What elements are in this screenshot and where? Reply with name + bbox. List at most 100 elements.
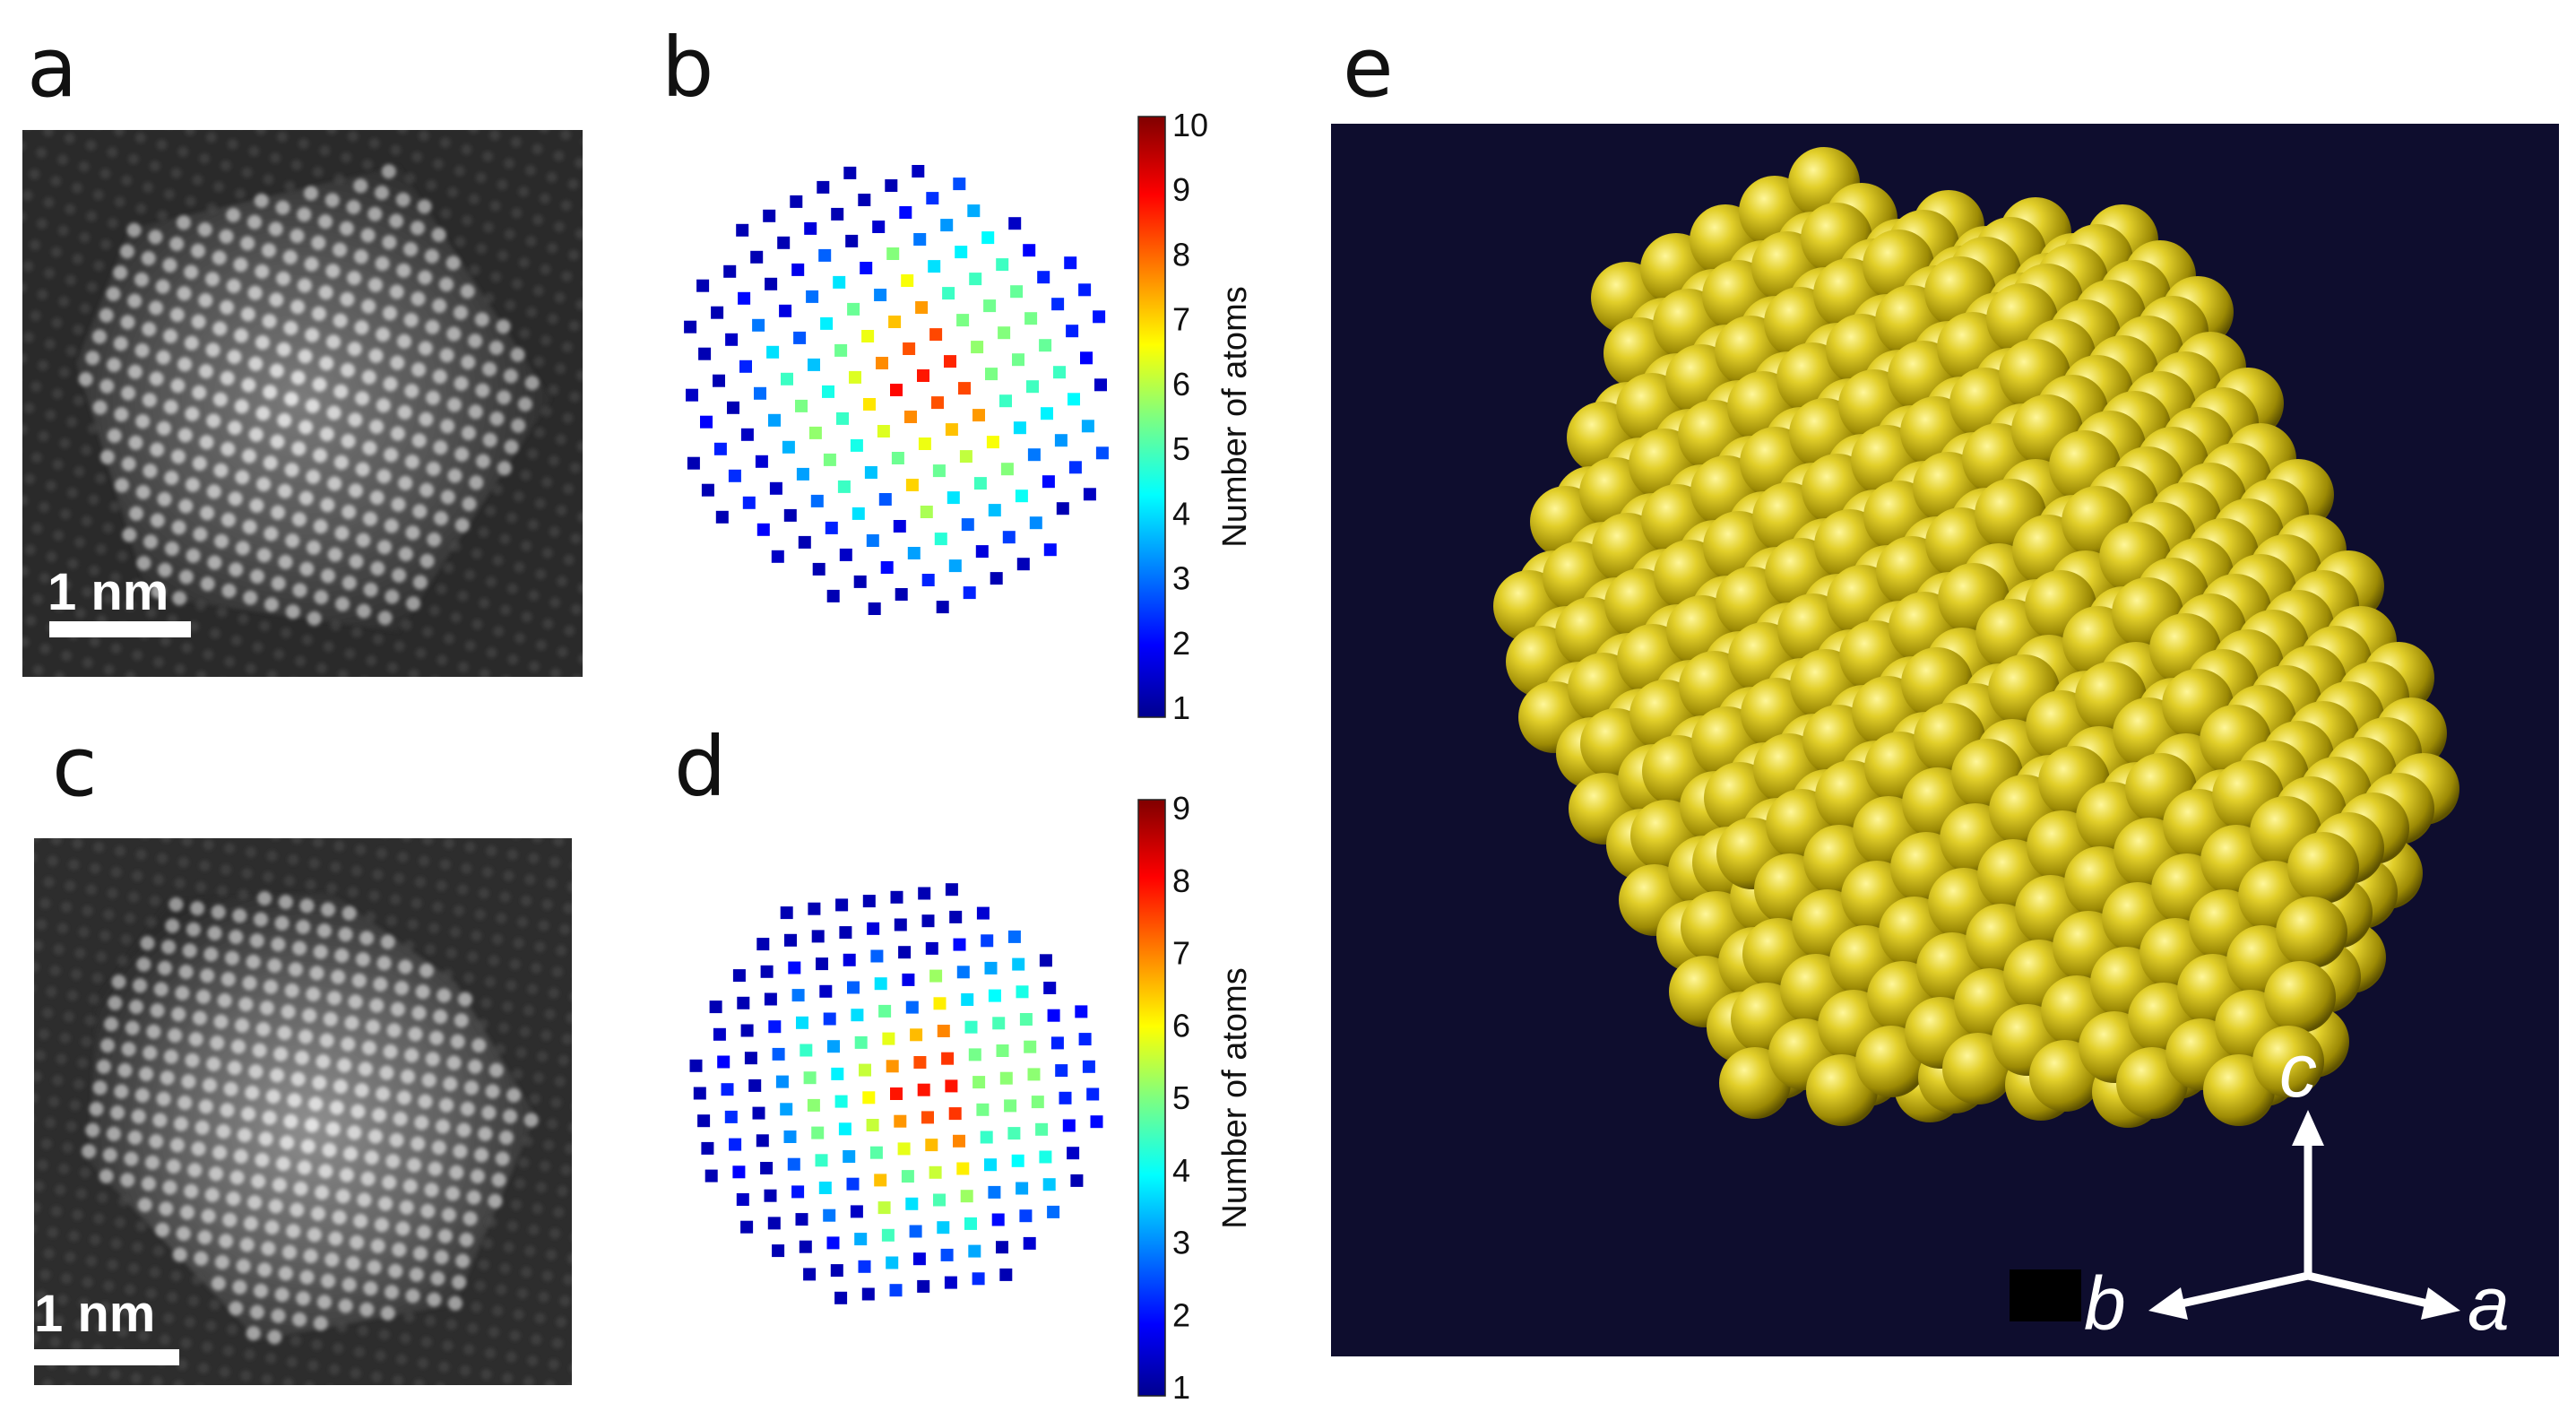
atom-count-marker — [846, 1177, 860, 1191]
colorbar-tick: 6 — [1172, 1007, 1190, 1044]
atom-column — [132, 1242, 143, 1253]
atom-column — [241, 1106, 256, 1122]
atom-column — [338, 1298, 353, 1313]
atom-column — [341, 576, 357, 591]
atom-count-marker — [920, 506, 933, 518]
atom-column — [393, 1375, 403, 1385]
atom-count-marker — [877, 1201, 891, 1215]
atom-count-marker — [834, 1095, 848, 1108]
atom-column — [205, 1320, 217, 1331]
atom-column — [296, 1291, 311, 1306]
atom-column — [397, 130, 409, 134]
atom-column — [540, 334, 552, 346]
atom-column — [290, 299, 306, 315]
atom-count-marker — [1019, 1013, 1033, 1026]
atom-column — [538, 1291, 549, 1303]
atom-column — [291, 441, 307, 456]
atom-column — [103, 593, 115, 604]
atom-column — [539, 130, 549, 134]
atom-column — [577, 511, 583, 523]
atom-column — [34, 1181, 45, 1192]
atom-column — [376, 1087, 391, 1102]
atom-column — [87, 423, 99, 435]
atom-column — [454, 1013, 469, 1028]
atom-column — [142, 838, 148, 839]
atom-column — [301, 634, 313, 645]
atom-column — [452, 1275, 467, 1290]
atom-column — [405, 1288, 420, 1304]
atom-column — [460, 1101, 475, 1116]
atom-column — [295, 655, 307, 667]
atom-column — [129, 1000, 143, 1014]
atom-column — [22, 282, 27, 293]
atom-column — [257, 1262, 272, 1278]
atom-column — [433, 440, 448, 455]
atom-column — [576, 440, 583, 452]
atom-column — [532, 838, 543, 843]
atom-column — [160, 1334, 170, 1346]
atom-column — [120, 1305, 132, 1317]
atom-count-marker — [721, 1083, 734, 1096]
atom-column — [341, 152, 352, 163]
atom-column — [245, 1085, 260, 1100]
atom-sphere — [2287, 832, 2359, 904]
atom-column — [203, 947, 219, 962]
atom-column — [387, 662, 398, 673]
atom-column — [174, 663, 186, 675]
atom-column — [188, 1032, 203, 1047]
atom-count-marker — [732, 969, 746, 983]
atom-count-marker — [1054, 434, 1068, 447]
atom-column — [403, 1312, 415, 1323]
atom-column — [569, 391, 581, 403]
atom-column — [532, 285, 544, 297]
atom-column — [514, 1178, 526, 1190]
atom-column — [461, 426, 476, 440]
atom-column — [288, 962, 303, 977]
atom-column — [456, 1122, 471, 1138]
atom-count-marker — [826, 1236, 840, 1250]
atom-column — [51, 317, 63, 328]
atom-count-marker — [882, 1032, 895, 1045]
atom-count-marker — [1055, 1064, 1068, 1078]
atom-count-marker — [949, 910, 963, 923]
atom-column — [556, 1316, 567, 1328]
atom-column — [99, 308, 114, 323]
atom-column — [361, 369, 376, 385]
atom-count-marker — [713, 374, 725, 387]
atom-column — [426, 461, 441, 476]
atom-column — [110, 1238, 122, 1250]
atom-count-marker — [755, 455, 768, 468]
atom-count-marker — [818, 1182, 832, 1194]
atom-column — [65, 274, 76, 286]
atom-column — [454, 517, 470, 533]
atom-count-marker — [1070, 1174, 1084, 1187]
atom-column — [39, 1028, 50, 1040]
atom-column — [512, 278, 523, 290]
atom-column — [133, 978, 148, 993]
atom-column — [53, 530, 65, 541]
atom-column — [442, 1340, 454, 1352]
atom-count-marker — [783, 508, 797, 522]
atom-count-marker — [933, 1193, 946, 1207]
atom-column — [337, 669, 349, 677]
colorbar-tick: 9 — [1172, 790, 1190, 827]
atom-column — [362, 159, 373, 170]
atom-count-marker — [780, 1103, 793, 1116]
atom-column — [488, 955, 499, 966]
scale-bar-c — [34, 1349, 179, 1365]
atom-column — [497, 179, 508, 190]
atom-column — [219, 1366, 230, 1378]
atom-count-marker — [913, 1056, 927, 1069]
atom-column — [348, 483, 363, 498]
atom-column — [518, 186, 530, 197]
atom-column — [65, 1252, 76, 1263]
atom-column — [264, 526, 279, 541]
atom-column — [359, 931, 375, 946]
atom-count-marker — [948, 1107, 962, 1121]
atom-count-marker — [925, 941, 938, 955]
atom-count-marker — [1093, 310, 1106, 324]
atom-column — [337, 1058, 352, 1073]
atom-column — [72, 838, 83, 849]
atom-column — [445, 256, 461, 271]
atom-column — [351, 627, 363, 638]
